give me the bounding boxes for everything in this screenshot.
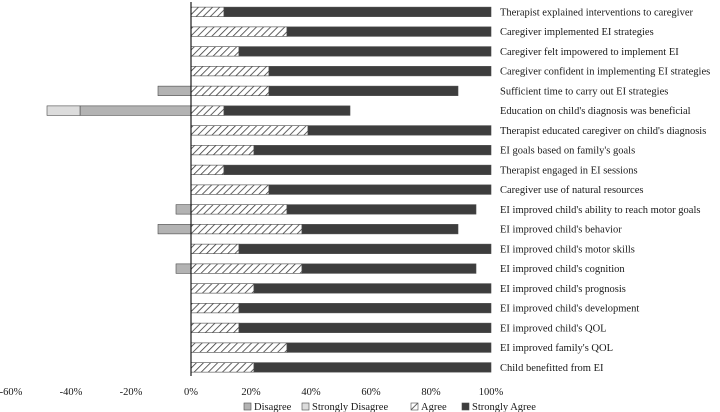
bar-agree-5: [190, 85, 270, 96]
category-label-7: Therapist educated caregiver on child's …: [500, 126, 706, 137]
bar-strongly-agree-8: [253, 145, 492, 156]
bar-disagree-6: [79, 105, 192, 116]
category-label-14: EI improved child's cognition: [500, 264, 625, 275]
category-label-1: Therapist explained interventions to car…: [500, 7, 694, 18]
category-label-12: EI improved child's behavior: [500, 225, 622, 236]
bar-strongly-agree-10: [268, 184, 492, 195]
category-label-15: EI improved child's prognosis: [500, 284, 626, 295]
bar-strongly-agree-1: [223, 6, 492, 17]
legend-swatch-disagree: [243, 402, 252, 411]
category-label-18: EI improved family's QOL: [500, 343, 613, 354]
bars-layer: [46, 6, 492, 373]
bar-disagree-14: [175, 263, 192, 274]
bar-agree-13: [190, 243, 240, 254]
legend-label-disagree: Disagree: [254, 402, 292, 412]
x-axis-ticks: -60% -40% -20% 0% 20% 40% 60% 80% 100%: [0, 387, 504, 398]
bar-disagree-11: [175, 204, 192, 215]
category-label-8: EI goals based on family's goals: [500, 146, 635, 157]
category-label-11: EI improved child's ability to reach mot…: [500, 205, 700, 216]
bar-strongly-agree-5: [268, 85, 459, 96]
category-label-9: Therapist engaged in EI sessions: [500, 165, 638, 176]
bar-strongly-agree-3: [238, 46, 492, 57]
category-labels: Therapist explained interventions to car…: [500, 7, 710, 374]
bar-strongly-agree-6: [223, 105, 351, 116]
legend: Disagree Strongly Disagree Agree Strongly A…: [243, 402, 536, 412]
bar-strongly-agree-19: [253, 362, 492, 373]
bar-agree-11: [190, 204, 288, 215]
bar-disagree-5: [157, 85, 192, 96]
legend-swatch-strongly-disagree: [301, 402, 310, 411]
bar-strongly-agree-16: [238, 303, 492, 314]
bar-agree-6: [190, 105, 225, 116]
bar-strongly-agree-7: [307, 125, 492, 136]
bar-agree-8: [190, 145, 255, 156]
x-tick-label-5: 20%: [241, 387, 261, 398]
bar-strongly-agree-2: [286, 26, 492, 37]
x-tick-label-1: -60%: [0, 387, 23, 398]
legend-swatch-strongly-agree: [461, 402, 470, 411]
bar-agree-18: [190, 342, 288, 353]
bar-strongly-agree-11: [286, 204, 477, 215]
x-tick-label-4: 0%: [184, 387, 198, 398]
bar-agree-12: [190, 224, 303, 235]
category-label-5: Sufficient time to carry out EI strategi…: [500, 86, 668, 97]
bar-agree-4: [190, 66, 270, 77]
bar-agree-9: [190, 164, 225, 175]
bar-strongly-disagree-6: [46, 105, 81, 116]
x-tick-label-3: -20%: [120, 387, 143, 398]
bar-agree-1: [190, 6, 225, 17]
bar-strongly-agree-12: [301, 224, 459, 235]
x-tick-label-7: 60%: [361, 387, 381, 398]
bar-agree-17: [190, 322, 240, 333]
category-label-2: Caregiver implemented EI strategies: [500, 27, 654, 38]
x-tick-label-2: -40%: [60, 387, 83, 398]
bar-strongly-agree-9: [223, 164, 492, 175]
x-tick-label-8: 80%: [421, 387, 441, 398]
x-tick-label-6: 40%: [301, 387, 321, 398]
bar-agree-14: [190, 263, 303, 274]
bar-strongly-agree-4: [268, 66, 492, 77]
legend-swatch-agree: [410, 402, 419, 411]
bar-agree-2: [190, 26, 288, 37]
legend-label-agree: Agree: [421, 402, 447, 412]
legend-label-strongly-disagree: Strongly Disagree: [312, 402, 388, 412]
bar-strongly-agree-15: [253, 283, 492, 294]
bar-agree-10: [190, 184, 270, 195]
category-label-19: Child benefitted from EI: [500, 363, 604, 374]
category-label-4: Caregiver confident in implementing EI s…: [500, 67, 710, 78]
x-tick-label-9: 100%: [479, 387, 504, 398]
bar-strongly-agree-13: [238, 243, 492, 254]
bar-agree-16: [190, 303, 240, 314]
category-label-10: Caregiver use of natural resources: [500, 185, 643, 196]
bar-agree-7: [190, 125, 309, 136]
bar-strongly-agree-14: [301, 263, 477, 274]
bar-agree-15: [190, 283, 255, 294]
category-label-3: Caregiver felt impowered to implement EI: [500, 47, 679, 58]
category-label-13: EI improved child's motor skills: [500, 244, 635, 255]
category-label-6: Education on child's diagnosis was benef…: [500, 106, 691, 117]
bar-agree-3: [190, 46, 240, 57]
bar-agree-19: [190, 362, 255, 373]
bar-disagree-12: [157, 224, 192, 235]
legend-label-strongly-agree: Strongly Agree: [472, 402, 536, 412]
category-label-16: EI improved child's development: [500, 304, 639, 315]
bar-strongly-agree-18: [286, 342, 492, 353]
category-label-17: EI improved child's QOL: [500, 323, 607, 334]
bar-strongly-agree-17: [238, 322, 492, 333]
